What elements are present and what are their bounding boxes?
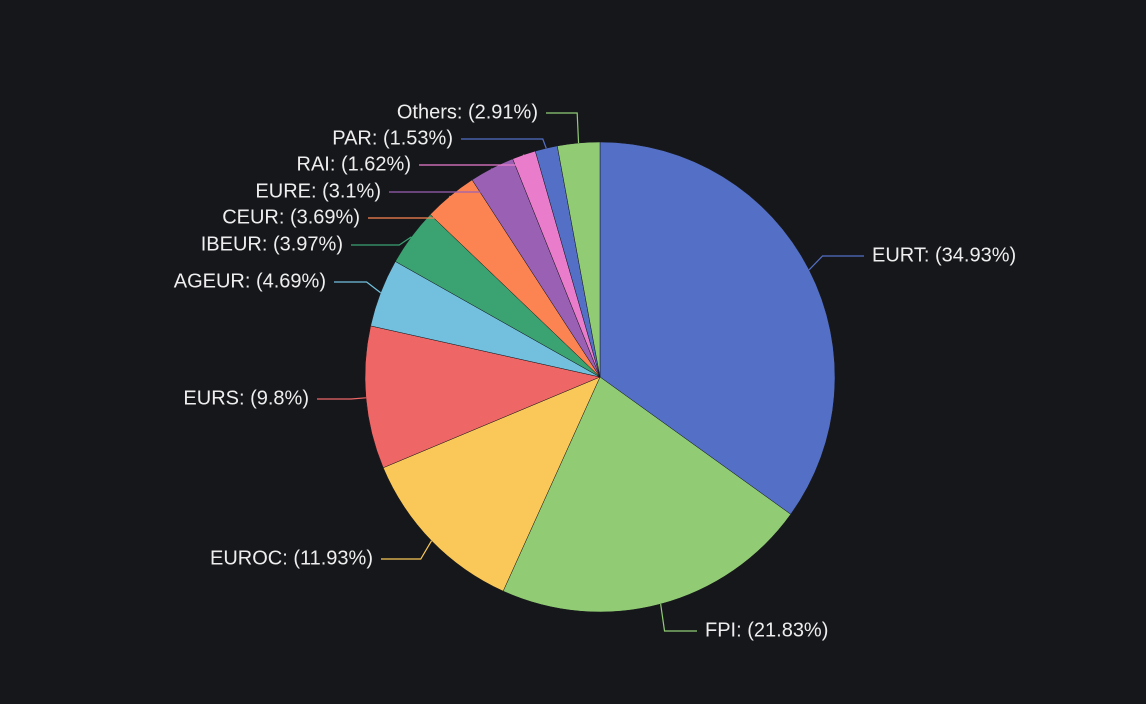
slice-label: EURS: (9.8%) — [183, 387, 309, 409]
slice-label: AGEUR: (4.69%) — [174, 270, 326, 292]
leader-line — [389, 168, 493, 193]
leader-line — [660, 603, 697, 632]
leader-line — [546, 112, 580, 144]
slice-label: RAI: (1.62%) — [297, 153, 411, 175]
leader-line — [334, 281, 381, 294]
slice-label: CEUR: (3.69%) — [222, 206, 360, 228]
slice-label: PAR: (1.53%) — [332, 127, 453, 149]
slice-label: IBEUR: (3.97%) — [201, 233, 343, 255]
pie-slice — [599, 141, 836, 515]
slice-label: EUROC: (11.93%) — [210, 547, 373, 569]
pie-slice — [502, 376, 792, 613]
leader-line — [368, 195, 451, 219]
slice-label: FPI: (21.83%) — [705, 619, 828, 641]
leader-line — [317, 397, 366, 400]
leader-line — [351, 236, 412, 246]
slice-label: EURT: (34.93%) — [872, 244, 1016, 266]
leader-line — [381, 540, 433, 560]
pie-slice — [382, 376, 601, 592]
slice-label: EURE: (3.1%) — [255, 180, 381, 202]
leader-line — [461, 138, 547, 149]
leader-line — [419, 154, 525, 166]
slice-label: Others: (2.91%) — [397, 101, 538, 123]
leader-line — [808, 255, 864, 271]
